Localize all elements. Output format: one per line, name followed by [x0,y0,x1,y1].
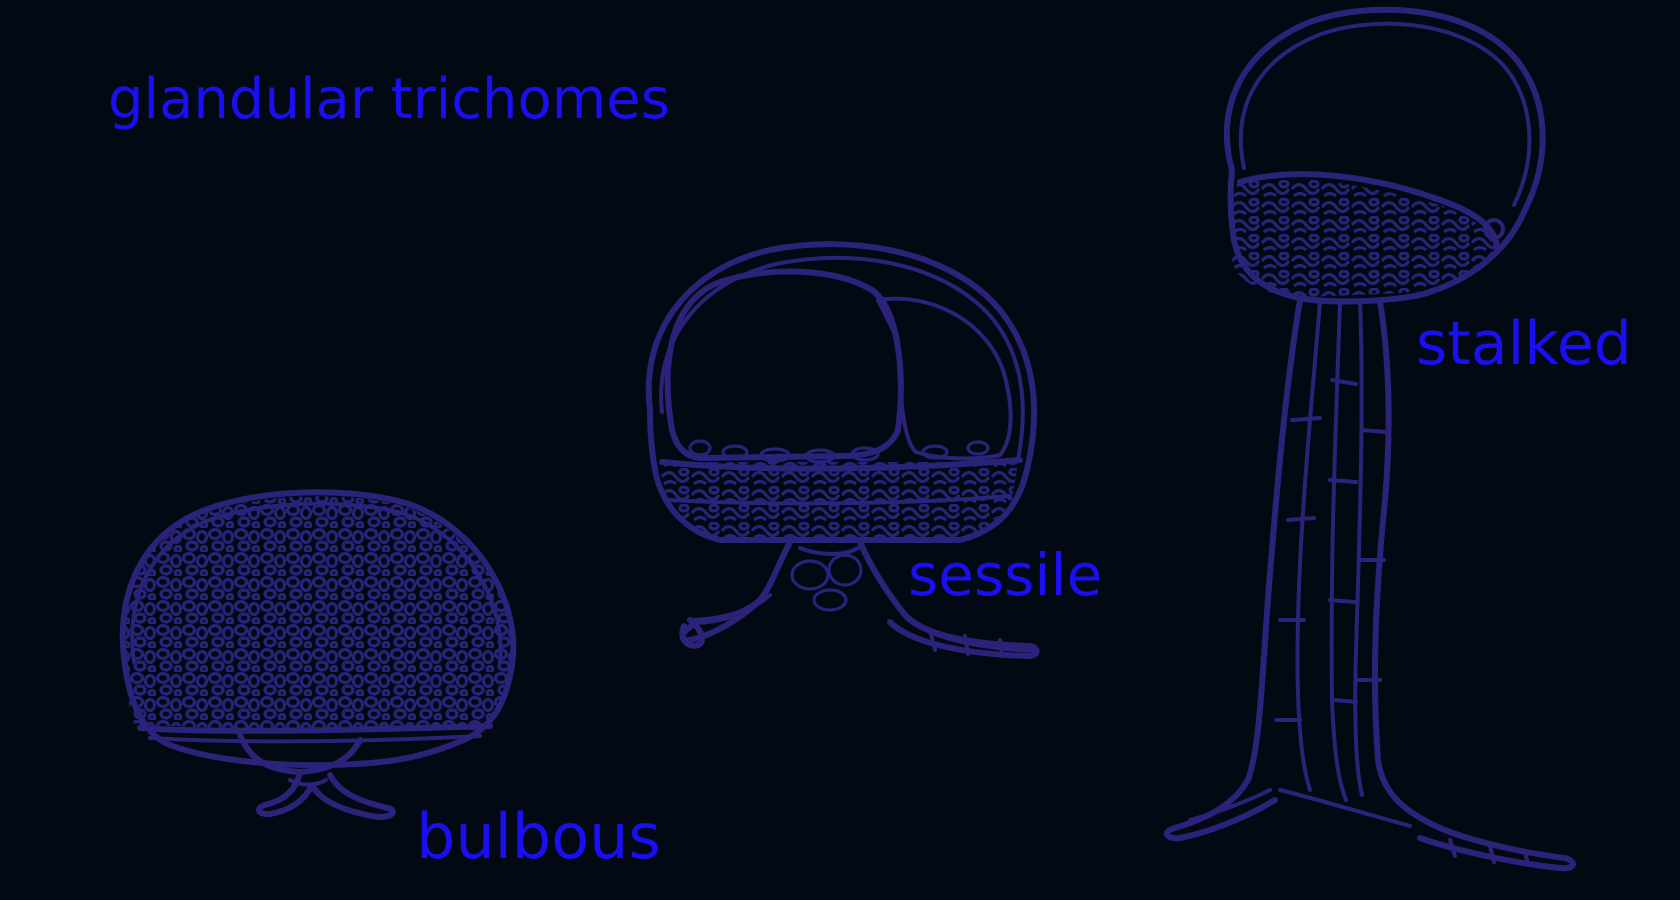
sessile-trichome [645,241,1040,659]
stalked-trichome [1163,6,1576,872]
label-stalked: stalked [1416,309,1632,379]
label-sessile: sessile [908,541,1103,609]
bulbous-trichome [119,489,517,820]
label-bulbous: bulbous [416,800,661,873]
sessile-small-cells [688,439,990,464]
diagram-title: glandular trichomes [108,67,670,132]
